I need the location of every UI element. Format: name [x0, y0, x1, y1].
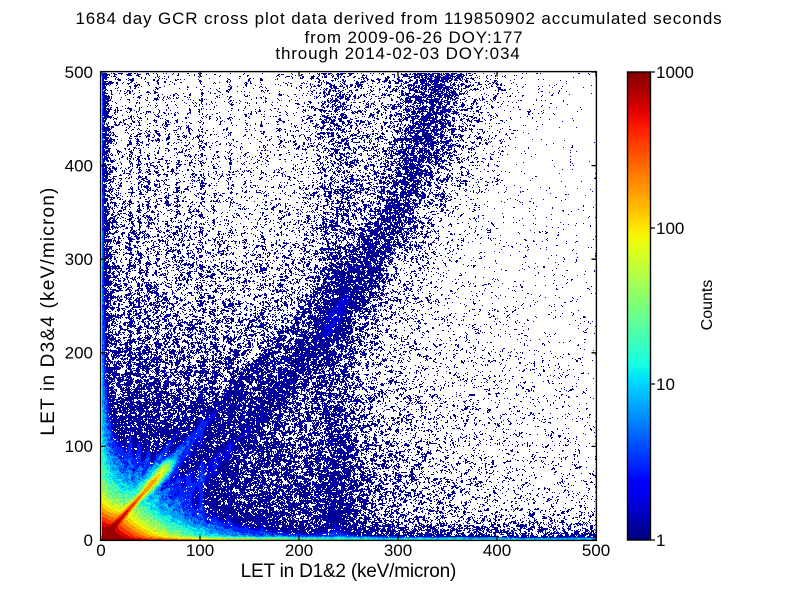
svg-text:200: 200	[285, 541, 313, 560]
svg-text:500: 500	[582, 541, 610, 560]
svg-text:100: 100	[186, 541, 214, 560]
svg-text:10: 10	[656, 375, 675, 394]
svg-text:1000: 1000	[656, 63, 694, 82]
svg-text:0: 0	[84, 531, 93, 550]
svg-text:LET in D3&4 (keV/micron): LET in D3&4 (keV/micron)	[38, 186, 59, 435]
svg-text:100: 100	[656, 219, 684, 238]
svg-text:1684 day GCR cross plot data d: 1684 day GCR cross plot data derived fro…	[75, 9, 722, 28]
svg-text:through 2014-02-03 DOY:034: through 2014-02-03 DOY:034	[275, 44, 520, 63]
svg-text:200: 200	[65, 344, 93, 363]
svg-text:400: 400	[483, 541, 511, 560]
svg-text:300: 300	[65, 250, 93, 269]
svg-text:1: 1	[656, 531, 665, 550]
svg-text:0: 0	[96, 541, 105, 560]
svg-text:from 2009-06-26 DOY:177: from 2009-06-26 DOY:177	[305, 28, 524, 47]
svg-text:100: 100	[65, 437, 93, 456]
svg-text:400: 400	[65, 156, 93, 175]
svg-text:Counts: Counts	[699, 280, 716, 331]
svg-text:300: 300	[384, 541, 412, 560]
svg-text:500: 500	[65, 63, 93, 82]
svg-text:LET in D1&2 (keV/micron): LET in D1&2 (keV/micron)	[241, 561, 457, 582]
